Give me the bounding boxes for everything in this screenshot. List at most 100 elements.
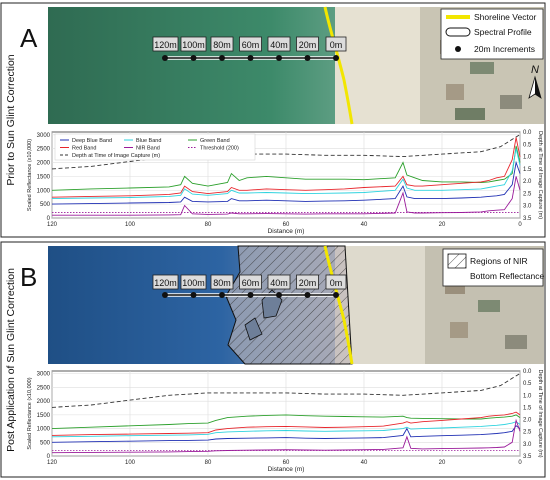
profile-b-label-80m: 80m xyxy=(210,274,234,290)
y2-tick-label: 1.0 xyxy=(523,393,532,399)
y-axis-label: Scaled Reflectance (x10,000) xyxy=(27,139,33,211)
series-line-blue-band xyxy=(51,148,521,200)
chart-legend-box xyxy=(54,133,256,161)
y2-tick-label: 0.5 xyxy=(523,381,532,387)
svg-text:20m: 20m xyxy=(299,278,317,288)
svg-text:120m: 120m xyxy=(154,40,177,50)
series-line-green-band xyxy=(51,414,521,430)
profile-label-20m: 20m xyxy=(296,36,319,52)
series-line-red-band xyxy=(51,411,521,436)
panel-a-frame xyxy=(0,2,546,238)
profile-b-label-0m: 0m xyxy=(325,274,347,290)
x-tick-label: 20 xyxy=(439,460,446,466)
profile-label-120m: 120m xyxy=(152,36,179,52)
svg-text:60m: 60m xyxy=(242,40,260,50)
y-tick-label: 2000 xyxy=(37,399,51,405)
y2-tick-label: 3.0 xyxy=(523,204,532,210)
x-axis-label: Distance (m) xyxy=(268,228,305,235)
svg-text:120m: 120m xyxy=(154,278,177,288)
profile-label-40m: 40m xyxy=(267,36,291,52)
panel-a-letter: A xyxy=(20,23,38,53)
y2-tick-label: 2.5 xyxy=(523,430,532,436)
y-tick-label: 1000 xyxy=(37,427,51,433)
profile-label-100m: 100m xyxy=(180,36,207,52)
y2-axis-label: Depth at Time of Image Capture (m) xyxy=(537,369,543,457)
y2-tick-label: 1.0 xyxy=(523,155,532,161)
panel-a-map-legend: Shoreline Vector Spectral Profile 20m In… xyxy=(440,8,544,60)
north-arrow-icon: N xyxy=(528,64,542,99)
legend-spectral-profile: Spectral Profile xyxy=(474,27,532,37)
panel-b-frame xyxy=(0,241,546,478)
legend-shoreline-vector: Shoreline Vector xyxy=(474,12,537,22)
series-line-red-band xyxy=(51,137,521,198)
legend-label: Red Band xyxy=(72,146,96,152)
svg-text:100m: 100m xyxy=(182,40,205,50)
y2-tick-label: 0.0 xyxy=(523,130,532,136)
panel-a-spectral-profile: 120m 100m 80m 60m 40m 20m 0m xyxy=(152,36,347,61)
panel-b-side-title: Post Application of Sun Glint Correction xyxy=(5,268,17,452)
panel-b-map-legend: Regions of NIR Bottom Reflectance xyxy=(442,248,544,287)
svg-text:0m: 0m xyxy=(330,40,343,50)
profile-b-label-100m: 100m xyxy=(180,274,207,290)
y-tick-label: 3000 xyxy=(37,133,51,139)
profile-label-0m: 0m xyxy=(325,36,347,52)
y-tick-label: 2500 xyxy=(37,147,51,153)
y2-tick-label: 3.5 xyxy=(523,216,532,222)
x-tick-label: 60 xyxy=(283,460,290,466)
depth-line xyxy=(51,373,521,408)
y2-tick-label: 0.0 xyxy=(523,369,532,375)
x-tick-label: 60 xyxy=(283,222,290,228)
x-tick-label: 100 xyxy=(125,222,136,228)
y-tick-label: 1500 xyxy=(37,413,51,419)
increment-dot-swatch xyxy=(455,46,461,52)
y2-tick-label: 3.5 xyxy=(523,454,532,460)
y-tick-label: 500 xyxy=(40,202,51,208)
x-tick-label: 40 xyxy=(361,460,368,466)
svg-text:40m: 40m xyxy=(270,40,288,50)
series-line-blue-band xyxy=(51,421,521,438)
panel-a-side-title: Prior to Sun Glint Correction xyxy=(5,54,17,185)
legend-label: Deep Blue Band xyxy=(72,138,112,144)
series-line-green-band xyxy=(51,145,521,191)
shoreline-vector xyxy=(323,6,354,125)
x-axis-label: Distance (m) xyxy=(268,466,305,473)
panel-b: B Post Application of Sun Glint Correcti… xyxy=(0,241,546,478)
series-line-nir-band xyxy=(52,176,521,216)
nir-hatch-swatch xyxy=(447,253,467,269)
y-tick-label: 1000 xyxy=(37,188,51,194)
x-tick-label: 20 xyxy=(439,222,446,228)
chart-legend: Deep Blue Band Blue Band Green Band Red Ban… xyxy=(54,133,256,161)
y2-tick-label: 1.5 xyxy=(523,405,532,411)
svg-text:0m: 0m xyxy=(330,278,343,288)
y2-tick-label: 2.5 xyxy=(523,191,532,197)
legend-label-depth: Depth at Time of Image Capture (m) xyxy=(72,153,160,159)
x-tick-label: 0 xyxy=(518,460,522,466)
legend-label: Green Band xyxy=(200,138,230,144)
profile-b-label-20m: 20m xyxy=(296,274,319,290)
x-tick-label: 100 xyxy=(125,460,136,466)
series-line-deep-blue-band xyxy=(51,160,521,205)
panel-a: A Prior to Sun Glint Correction 120m 100… xyxy=(0,2,546,238)
x-tick-label: 120 xyxy=(47,460,58,466)
legend-regions-of-nir: Regions of NIR xyxy=(470,256,528,266)
y-tick-label: 0 xyxy=(47,216,51,222)
y-tick-label: 2000 xyxy=(37,161,51,167)
y-tick-label: 1500 xyxy=(37,174,51,180)
y-tick-label: 3000 xyxy=(37,372,51,378)
y2-tick-label: 3.0 xyxy=(523,442,532,448)
panel-b-letter: B xyxy=(20,262,37,292)
x-tick-label: 0 xyxy=(518,222,522,228)
y2-tick-label: 2.0 xyxy=(523,418,532,424)
svg-text:80m: 80m xyxy=(213,40,231,50)
y2-axis-label: Depth at Time of Image Capture (m) xyxy=(537,131,543,219)
shoreline-vector-b xyxy=(323,245,354,365)
panel-b-spectral-profile: 120m 100m 80m 60m 40m 20m 0m xyxy=(152,274,347,298)
legend-label: NIR Band xyxy=(136,146,160,152)
svg-text:60m: 60m xyxy=(242,278,260,288)
svg-text:100m: 100m xyxy=(182,278,205,288)
y-axis-label: Scaled Reflectance (x10,000) xyxy=(27,377,33,449)
profile-b-label-40m: 40m xyxy=(267,274,291,290)
panel-a-satellite-image xyxy=(48,6,544,125)
legend-20m-increments: 20m Increments xyxy=(474,44,535,54)
